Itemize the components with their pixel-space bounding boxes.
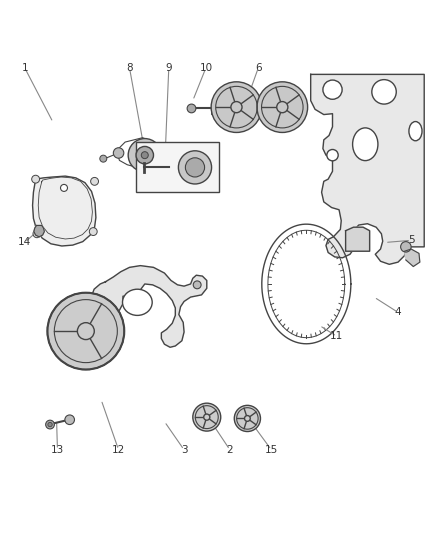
Circle shape [204,414,210,420]
Circle shape [401,241,411,252]
Circle shape [178,151,212,184]
Circle shape [231,102,242,112]
Circle shape [128,139,161,172]
Polygon shape [405,249,420,266]
Circle shape [234,405,261,432]
Circle shape [257,82,307,133]
Circle shape [193,281,201,289]
Circle shape [141,152,148,159]
Text: 2: 2 [226,445,233,455]
Text: 4: 4 [395,308,401,317]
Ellipse shape [353,128,378,160]
Circle shape [372,79,396,104]
Text: 12: 12 [112,445,125,455]
Text: 6: 6 [255,63,261,73]
Circle shape [46,420,54,429]
Text: 10: 10 [199,63,212,73]
Circle shape [78,322,94,340]
Circle shape [60,184,67,191]
Circle shape [187,104,196,113]
Circle shape [32,175,39,183]
Text: 14: 14 [18,238,32,247]
Circle shape [244,416,250,421]
Circle shape [48,422,52,427]
Text: 11: 11 [330,332,343,341]
Circle shape [113,148,124,158]
Circle shape [185,158,205,177]
Circle shape [211,82,262,133]
Text: 3: 3 [181,445,187,455]
Text: 5: 5 [408,235,414,245]
Text: 9: 9 [166,63,172,73]
Polygon shape [92,265,207,348]
Text: 8: 8 [126,63,133,73]
Polygon shape [34,225,44,237]
Polygon shape [32,176,96,246]
Circle shape [193,403,221,431]
Circle shape [89,228,97,236]
Circle shape [65,415,74,425]
Circle shape [277,102,288,112]
Circle shape [136,147,153,164]
Polygon shape [311,75,424,264]
Bar [136,142,219,192]
Ellipse shape [123,289,152,316]
Circle shape [327,149,338,161]
Text: 1: 1 [21,63,28,73]
Circle shape [33,230,41,238]
Circle shape [100,155,107,162]
Circle shape [91,177,99,185]
Text: 15: 15 [265,445,278,455]
Polygon shape [346,227,370,251]
Circle shape [323,80,342,99]
Circle shape [47,293,124,369]
Ellipse shape [409,122,422,141]
Text: 13: 13 [51,445,64,455]
